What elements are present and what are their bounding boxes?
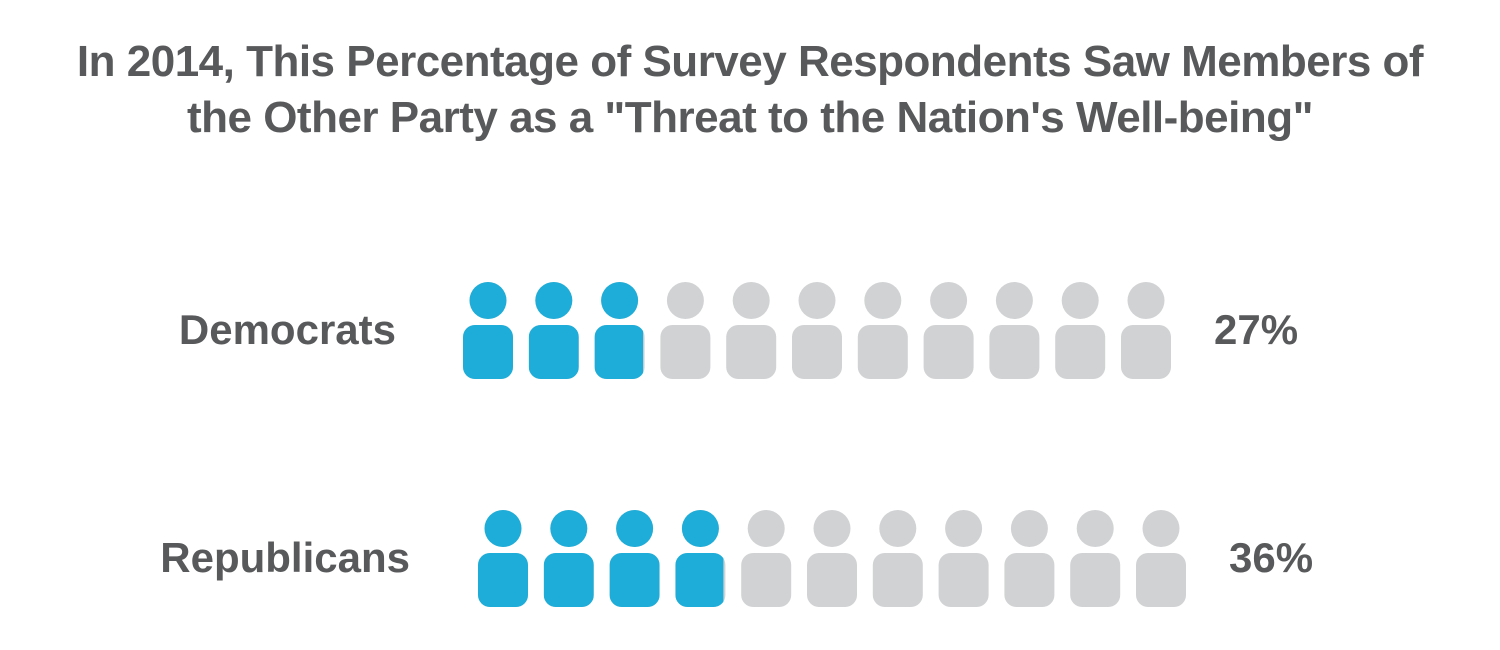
row-value-republicans: 36% [1229, 534, 1313, 581]
person-icon [857, 282, 908, 379]
person-icon [938, 510, 989, 607]
person-icon [478, 510, 528, 607]
person-icon [609, 510, 660, 607]
person-icon [594, 282, 645, 379]
person-icon [543, 510, 594, 607]
row-label-democrats: Democrats [179, 306, 396, 353]
person-icon [1004, 510, 1055, 607]
person-icon [726, 282, 777, 379]
person-icon [528, 282, 579, 379]
pictogram-row-democrats: Democrats 27% [179, 282, 1298, 379]
chart-title-line-1: In 2014, This Percentage of Survey Respo… [76, 37, 1424, 86]
person-icon [807, 510, 857, 607]
person-icon [463, 282, 513, 379]
person-icon [1070, 510, 1121, 607]
person-icon [675, 510, 726, 607]
person-icon [989, 282, 1040, 379]
person-icon [1136, 510, 1186, 607]
row-value-democrats: 27% [1214, 306, 1298, 353]
person-icon [660, 282, 711, 379]
chart-title: In 2014, This Percentage of Survey Respo… [0, 34, 1500, 146]
pictogram-row-republicans: Republicans 36% [160, 510, 1313, 607]
person-icon [872, 510, 923, 607]
person-icon [792, 282, 842, 379]
person-icon [1121, 282, 1171, 379]
person-icon [1055, 282, 1106, 379]
person-icon [741, 510, 792, 607]
row-label-republicans: Republicans [160, 534, 410, 581]
person-icon [923, 282, 974, 379]
chart-title-line-2: the Other Party as a "Threat to the Nati… [186, 93, 1314, 142]
